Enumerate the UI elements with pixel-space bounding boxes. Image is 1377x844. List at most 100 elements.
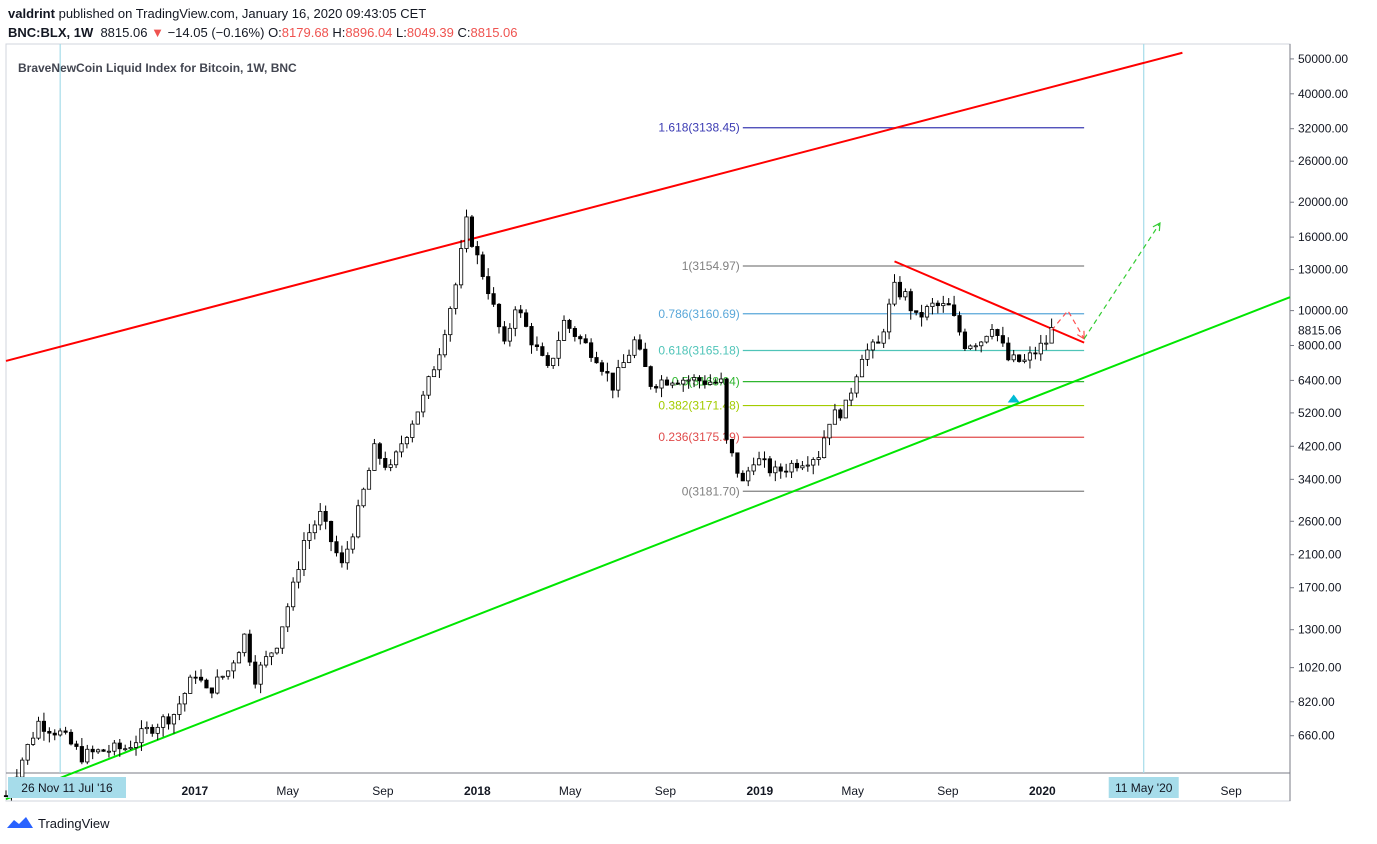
- candle-body: [805, 464, 810, 467]
- candle-body: [90, 748, 95, 753]
- candle-body: [870, 341, 875, 351]
- candle-body: [1017, 354, 1022, 362]
- candle-body: [637, 339, 642, 350]
- candle-body: [605, 371, 610, 374]
- candle-body: [594, 357, 599, 364]
- candle-body: [469, 216, 475, 247]
- candle-body: [621, 362, 626, 369]
- candle-body: [226, 670, 231, 677]
- publish-info: valdrint published on TradingView.com, J…: [8, 6, 426, 21]
- fib-level-label: 0.618(3165.18): [658, 343, 739, 357]
- price-tick-label: 820.00: [1298, 695, 1335, 709]
- candle-body: [648, 366, 653, 387]
- footer-brand[interactable]: TradingView: [6, 815, 110, 831]
- candle-body: [188, 676, 193, 694]
- candle-body: [691, 377, 697, 381]
- candle-body: [821, 437, 827, 459]
- price-tick-label: 6400.00: [1298, 373, 1342, 387]
- candle-body: [952, 304, 957, 316]
- fib-level-label: 0.786(3160.69): [658, 307, 739, 321]
- time-tick-label: Sep: [372, 784, 394, 798]
- candle-body: [215, 676, 220, 694]
- price-tick-label: 10000.00: [1298, 304, 1348, 318]
- candle-body: [583, 338, 588, 344]
- candle-body: [513, 309, 518, 329]
- time-marker-box: [1108, 777, 1179, 798]
- price-tick-label: 13000.00: [1298, 263, 1348, 277]
- candle-body: [849, 392, 854, 401]
- candle-body: [1027, 352, 1033, 361]
- candle-body: [919, 312, 924, 318]
- symbol-info: BNC:BLX, 1W 8815.06 ▼ −14.05 (−0.16%) O:…: [8, 25, 518, 40]
- candle-body: [654, 386, 659, 389]
- projection-path[interactable]: [1083, 222, 1161, 340]
- time-tick-label: Sep: [937, 784, 959, 798]
- candle-body: [269, 652, 274, 658]
- candle-body: [664, 379, 670, 386]
- candle-body: [762, 458, 767, 461]
- candle-body: [442, 334, 447, 356]
- price-tick-label: 32000.00: [1298, 122, 1348, 136]
- candle-body: [735, 452, 740, 474]
- candle-body: [177, 703, 182, 715]
- price-tick-label: 5200.00: [1298, 406, 1342, 420]
- last-price-label: 8815.06: [1298, 323, 1342, 337]
- candle-body: [58, 730, 63, 736]
- candle-body: [144, 726, 149, 730]
- candle-body: [96, 749, 101, 753]
- time-tick-label: May: [559, 784, 582, 798]
- time-tick-label: May: [841, 784, 864, 798]
- time-marker-label: 11 May '20: [1115, 781, 1173, 795]
- candle-body: [935, 302, 940, 307]
- low-label: L:: [396, 25, 407, 40]
- open-label: O:: [268, 25, 282, 40]
- price-tick-label: 2600.00: [1298, 514, 1342, 528]
- candle-body: [1000, 335, 1005, 344]
- candle-body: [101, 749, 106, 752]
- high-value: 8896.04: [345, 25, 393, 40]
- candle-body: [659, 379, 664, 389]
- candle-body: [410, 423, 415, 438]
- price-tick-label: 20000.00: [1298, 195, 1348, 209]
- candle-body: [356, 505, 361, 538]
- author-name[interactable]: valdrint: [8, 6, 55, 21]
- candle-body: [724, 378, 729, 440]
- candle-body: [789, 462, 794, 473]
- candle-body: [984, 335, 989, 343]
- close-value: 8815.06: [470, 25, 518, 40]
- price-tick-label: 40000.00: [1298, 87, 1348, 101]
- price-tick-label: 2100.00: [1298, 548, 1342, 562]
- candle-body: [567, 319, 572, 329]
- candle-body: [204, 679, 209, 689]
- candle-body: [247, 633, 252, 663]
- fib-level-label: 0(3181.70): [682, 484, 740, 498]
- candle-body: [36, 720, 41, 739]
- candle-body: [995, 329, 1000, 336]
- candle-body: [328, 520, 334, 543]
- candle-body: [393, 451, 399, 466]
- candle-body: [128, 747, 133, 750]
- price-change: −14.05 (−0.16%): [167, 25, 265, 40]
- low-value: 8049.39: [406, 25, 454, 40]
- candle-body: [166, 716, 171, 725]
- candle-body: [599, 362, 605, 372]
- trendline-resistance-channel[interactable]: [5, 51, 1183, 362]
- candle-body: [892, 281, 897, 305]
- candle-body: [784, 470, 789, 473]
- published-text: published on TradingView.com, January 16…: [58, 6, 427, 21]
- candle-body: [106, 750, 112, 753]
- candle-body: [914, 310, 919, 313]
- candle-body: [383, 458, 388, 468]
- projection-path[interactable]: [1051, 309, 1085, 340]
- trendline-support-channel[interactable]: [5, 296, 1291, 801]
- candle-body: [415, 411, 420, 425]
- open-value: 8179.68: [281, 25, 329, 40]
- candle-body: [464, 216, 469, 249]
- candle-body: [887, 303, 892, 333]
- candle-body: [578, 336, 583, 340]
- tradingview-logo-icon: [7, 817, 33, 828]
- candle-body: [756, 458, 762, 466]
- trendline-descending-resistance[interactable]: [894, 260, 1085, 344]
- candle-body: [1033, 352, 1038, 355]
